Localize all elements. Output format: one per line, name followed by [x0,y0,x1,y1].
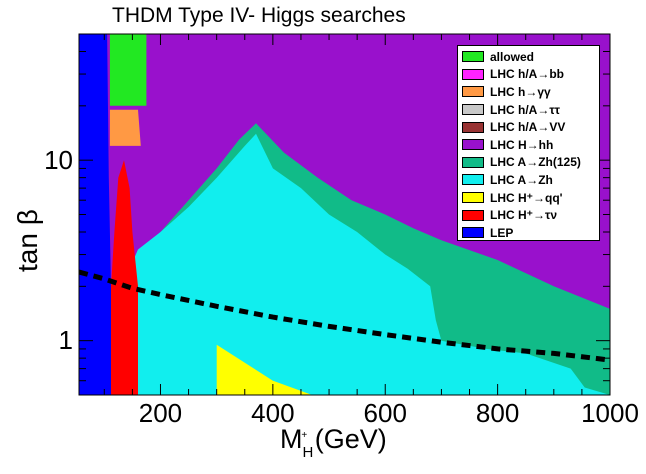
legend-swatch [462,121,484,133]
legend-label: LHC h→γγ [490,84,551,99]
x-tick-label: 200 [138,398,183,428]
legend-label: LHC H→hh [490,137,554,152]
y-tick-label: 10 [44,144,73,175]
reference-line-group [79,269,610,363]
region-7 [109,34,147,106]
legend-entry: LHC h/A→VV [462,118,599,136]
legend-entry: LHC h→γγ [462,83,599,101]
legend-swatch [462,174,484,186]
legend-swatch [462,156,484,168]
x-axis-label: MH + (GeV) [280,424,387,461]
region-2 [129,133,610,395]
legend-label: LHC h/A→VV [490,120,566,135]
region-5 [107,160,138,395]
legend-swatch [462,227,484,239]
x-tick-label: 600 [363,398,407,428]
x-axis-label-superscript: + [301,430,308,441]
axis-ticks [79,33,611,396]
legend-swatch [462,86,484,98]
legend-swatch [462,104,484,116]
x-tick-label: 1000 [581,398,639,428]
legend-entry: LHC h/A→ττ [462,101,599,119]
legend-entry: LHC A→Zh(125) [462,154,599,172]
legend-entry: LHC H→hh [462,136,599,154]
legend-label: LHC H⁺→τν [490,208,558,223]
y-tick-label: 1 [58,325,73,356]
x-tick-label: 800 [475,398,520,428]
legend-label: LHC A→Zh [490,172,553,187]
legend-label: LHC H⁺→qq' [490,190,563,205]
legend-swatch [462,68,484,80]
chart-title: THDM Type IV- Higgs searches [112,4,406,27]
region-8 [109,109,141,146]
legend-label: LHC A→Zh(125) [490,155,581,170]
legend-label: LEP [490,225,514,240]
legend-label: LHC h/A→ττ [490,102,561,117]
legend-swatch [462,209,484,221]
legend-swatch [462,51,484,63]
x-axis-label-subscript: H [302,444,314,461]
legend: allowed LHC h/A→bb LHC h→γγ LHC h/A→ττ LHC h… [457,45,600,241]
legend-entry: LHC H⁺→τν [462,206,599,224]
legend-swatch [462,139,484,151]
y-axis-label: tan β [12,209,43,272]
reference-line [79,269,610,363]
legend-entry: allowed [462,48,599,66]
legend-entry: LHC H⁺→qq' [462,189,599,207]
legend-label: LHC h/A→bb [490,67,564,82]
legend-entry: LHC h/A→bb [462,66,599,84]
region-3 [216,344,313,395]
legend-label: allowed [490,49,535,64]
x-axis-label-main: M [280,424,303,454]
x-tick-label: 400 [251,398,295,428]
x-axis-label-unit: (GeV) [314,424,387,454]
legend-swatch [462,192,484,204]
region-6 [79,34,111,395]
legend-entry: LEP [462,224,599,242]
legend-entry: LHC A→Zh [462,171,599,189]
